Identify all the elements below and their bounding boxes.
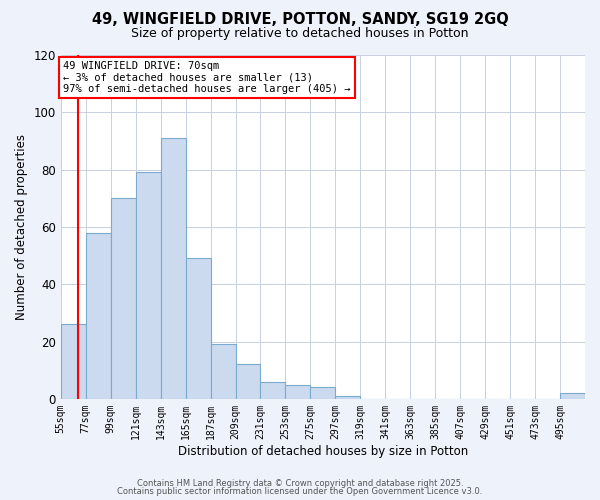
Text: Contains HM Land Registry data © Crown copyright and database right 2025.: Contains HM Land Registry data © Crown c… [137, 478, 463, 488]
Text: 49, WINGFIELD DRIVE, POTTON, SANDY, SG19 2GQ: 49, WINGFIELD DRIVE, POTTON, SANDY, SG19… [92, 12, 508, 28]
X-axis label: Distribution of detached houses by size in Potton: Distribution of detached houses by size … [178, 444, 468, 458]
Bar [560, 393, 585, 399]
Bar [335, 396, 361, 399]
Bar [286, 384, 310, 399]
Bar [185, 258, 211, 399]
Bar [310, 388, 335, 399]
Bar [111, 198, 136, 399]
Bar [136, 172, 161, 399]
Bar [211, 344, 236, 399]
Text: Contains public sector information licensed under the Open Government Licence v3: Contains public sector information licen… [118, 487, 482, 496]
Bar [61, 324, 86, 399]
Text: Size of property relative to detached houses in Potton: Size of property relative to detached ho… [131, 28, 469, 40]
Bar [236, 364, 260, 399]
Y-axis label: Number of detached properties: Number of detached properties [15, 134, 28, 320]
Bar [86, 232, 111, 399]
Bar [161, 138, 185, 399]
Text: 49 WINGFIELD DRIVE: 70sqm
← 3% of detached houses are smaller (13)
97% of semi-d: 49 WINGFIELD DRIVE: 70sqm ← 3% of detach… [63, 60, 350, 94]
Bar [260, 382, 286, 399]
